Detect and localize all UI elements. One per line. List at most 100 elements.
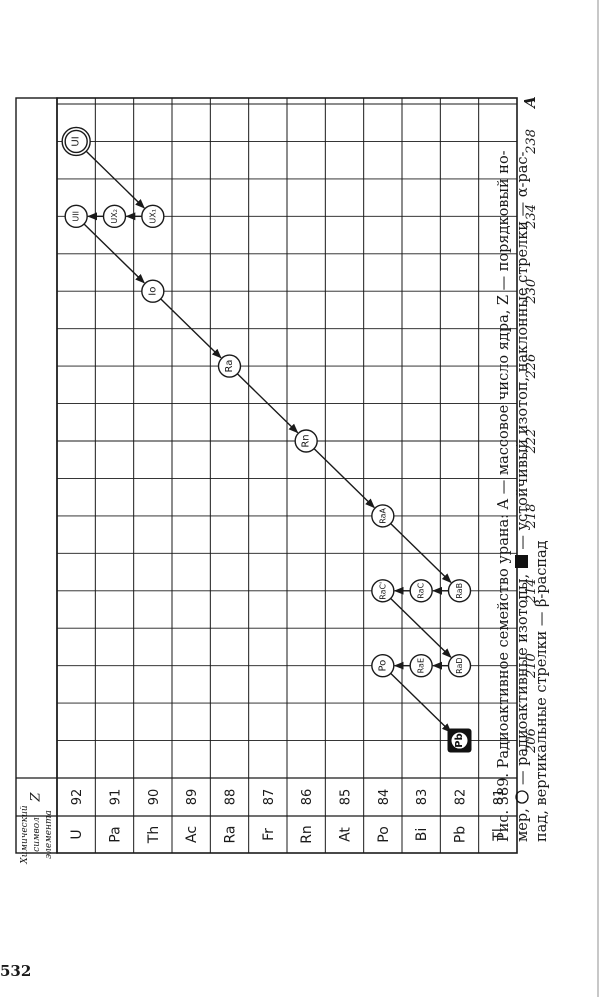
isotope-label: Ra xyxy=(224,360,235,373)
isotope-label: UII xyxy=(72,211,81,222)
isotope-label: Rn xyxy=(301,434,312,447)
element-symbol: Pb xyxy=(453,826,469,843)
mass-tick-label: 210 xyxy=(524,653,539,679)
isotope-circle xyxy=(447,653,472,678)
isotope-circle xyxy=(371,653,395,678)
isotope-circle xyxy=(409,579,433,603)
caption-line-2: мер, — радиоактивные изотопы, — устойчив… xyxy=(514,102,533,842)
isotope-node: RaC xyxy=(409,579,433,603)
header-symbol-label: Химический xyxy=(20,805,30,865)
atomic-number: 84 xyxy=(377,789,392,806)
isotope-node: UX₂ xyxy=(102,204,127,229)
decay-table-grid xyxy=(15,97,518,854)
isotope-node: RaA xyxy=(371,504,395,528)
isotope-node: Ra xyxy=(217,354,242,378)
isotope-node: RaB xyxy=(447,579,472,603)
isotope-node: Io xyxy=(141,279,165,303)
isotope-circle xyxy=(102,204,127,229)
mass-tick-label: 238 xyxy=(524,129,539,155)
stable-isotope-legend-icon xyxy=(515,555,528,569)
element-symbol: Rn xyxy=(299,825,315,844)
isotope-label: RaE xyxy=(417,658,426,673)
isotope-label: Pb xyxy=(454,733,465,748)
figure-caption: Рис. 389. Радиоактивное семейство урана:… xyxy=(495,102,552,842)
isotope-label: RaB xyxy=(455,583,464,599)
atomic-number: 86 xyxy=(300,789,315,806)
isotope-node: RaE xyxy=(409,653,433,678)
atomic-number: 81 xyxy=(492,789,507,806)
radioactive-isotope-legend-icon xyxy=(515,789,529,804)
alpha-decay-arrow xyxy=(83,223,145,284)
isotope-label: RaD xyxy=(455,657,464,673)
mass-tick-label: 222 xyxy=(524,429,539,455)
element-symbol: Pa xyxy=(108,826,124,842)
element-symbol: Bi xyxy=(414,828,430,842)
isotope-node: Po xyxy=(371,653,395,678)
element-symbol: Ra xyxy=(223,826,239,844)
isotope-circle xyxy=(371,579,395,603)
stable-isotope-inner xyxy=(451,732,468,749)
atomic-number: 85 xyxy=(339,789,354,806)
atomic-number: 83 xyxy=(415,789,430,806)
mass-tick-label: 206 xyxy=(524,728,539,754)
header-symbol-label: символ xyxy=(32,817,42,852)
isotope-label: Po xyxy=(377,660,388,672)
element-symbol: Tl xyxy=(491,828,507,841)
caption-line-2-mid: — радиоактивные изотопы, xyxy=(515,569,531,790)
isotope-label: RaC' xyxy=(378,582,387,600)
alpha-decay-arrow xyxy=(390,523,452,584)
stable-isotope-node: Pb xyxy=(447,728,472,753)
alpha-decay-arrow xyxy=(390,672,452,733)
atomic-number: 88 xyxy=(224,789,239,806)
isotope-circle xyxy=(64,129,88,154)
isotope-node: RaC' xyxy=(371,579,395,603)
isotope-circle xyxy=(409,653,433,678)
element-symbol: At xyxy=(338,827,354,842)
isotope-node: RaD xyxy=(447,653,472,678)
element-symbol: Fr xyxy=(261,828,277,841)
isotope-label: UI xyxy=(71,136,82,146)
element-symbol: Th xyxy=(146,826,162,844)
isotope-circle xyxy=(447,579,472,603)
atomic-number: 90 xyxy=(147,789,162,806)
mass-tick-label: 226 xyxy=(524,354,539,380)
decay-arrows xyxy=(83,148,452,733)
isotope-label: UX₁ xyxy=(148,209,157,224)
alpha-decay-arrow xyxy=(236,373,299,434)
mass-tick-label: 218 xyxy=(524,503,539,529)
page-spine-line xyxy=(597,0,599,997)
isotope-label: Io xyxy=(147,287,158,296)
caption-line-1: Рис. 389. Радиоактивное семейство урана:… xyxy=(496,150,512,842)
isotope-label: RaA xyxy=(378,507,387,523)
isotope-node: UI xyxy=(61,126,91,157)
isotope-circle xyxy=(141,204,165,229)
mass-tick-label: 214 xyxy=(524,578,539,604)
isotope-node: UII xyxy=(64,204,88,229)
isotope-circle xyxy=(64,204,88,229)
page-number: 532 xyxy=(0,962,32,980)
isotope-nodes: UI UII UX₂ UX₁ Io Ra Rn RaA RaC' RaC RaB Po RaE RaD Pb xyxy=(61,126,472,753)
element-symbol: Po xyxy=(376,826,392,843)
alpha-decay-arrow xyxy=(83,148,145,209)
isotope-label: RaC xyxy=(417,582,426,598)
isotope-circle xyxy=(217,354,242,378)
mass-tick-label: 230 xyxy=(524,279,539,305)
isotope-circle xyxy=(141,279,165,303)
mass-tick-label: 234 xyxy=(524,204,539,230)
isotope-circle xyxy=(371,504,395,528)
mass-axis-letter: A xyxy=(521,96,539,110)
alpha-decay-arrow xyxy=(313,448,375,509)
atomic-number: 91 xyxy=(109,789,124,806)
element-symbol: U xyxy=(69,829,85,839)
alpha-decay-arrow xyxy=(160,298,222,359)
header-column-frame xyxy=(15,97,58,854)
mass-number-axis: 206 210 214 218 222 226 230 234 238 A xyxy=(521,96,539,754)
isotope-circle xyxy=(294,429,318,453)
header-symbol-label: элемента xyxy=(44,810,54,859)
caption-line-2-end: — устойчивый изотоп, наклонные стрелки —… xyxy=(515,151,531,555)
atomic-number: 92 xyxy=(70,789,85,806)
atomic-number: 89 xyxy=(185,789,200,806)
isotope-node: Rn xyxy=(294,429,318,453)
isotope-node: UX₁ xyxy=(141,204,165,229)
